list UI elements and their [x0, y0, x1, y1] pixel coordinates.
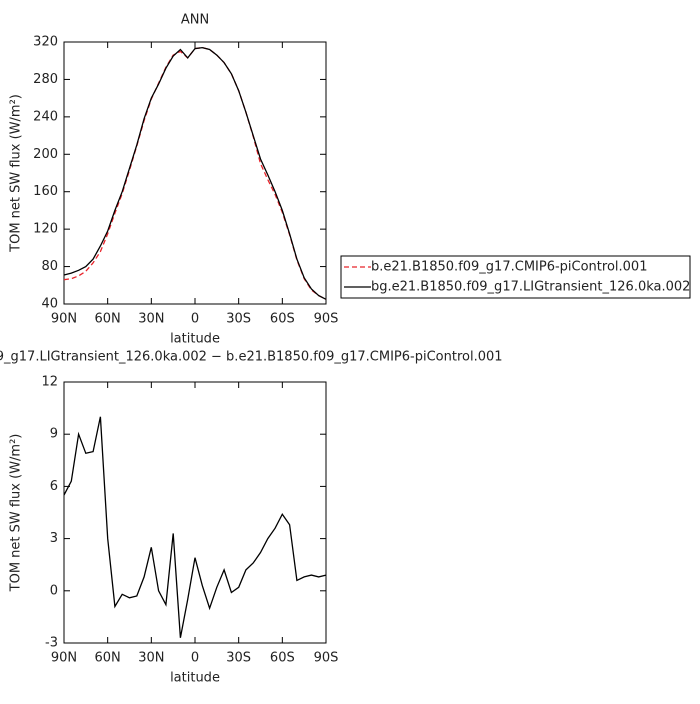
y-axis-label: TOM net SW flux (W/m²) [9, 434, 24, 593]
x-tick-label: 60N [95, 651, 121, 666]
y-tick-label: 160 [33, 184, 58, 199]
x-tick-label: 30N [138, 312, 164, 327]
data-line [63, 416, 327, 638]
y-tick-label: 12 [41, 375, 58, 390]
y-tick-label: 3 [50, 531, 58, 546]
x-tick-label: 30S [226, 651, 251, 666]
x-tick-label: 90S [314, 312, 339, 327]
y-tick-label: 120 [33, 222, 58, 237]
plot-frame [63, 41, 327, 305]
y-tick-label: 9 [50, 427, 58, 442]
y-tick-label: 320 [33, 35, 58, 50]
plot-frame [63, 381, 327, 644]
x-axis-label: latitude [170, 332, 220, 347]
y-tick-label: 240 [33, 109, 58, 124]
legend-label: b.e21.B1850.f09_g17.CMIP6-piControl.001 [371, 260, 647, 275]
y-tick-label: 6 [50, 479, 58, 494]
x-tick-label: 60S [270, 312, 295, 327]
x-tick-label: 90N [51, 312, 77, 327]
y-tick-label: -3 [45, 636, 58, 651]
y-tick-label: 0 [50, 583, 58, 598]
x-tick-label: 60N [95, 312, 121, 327]
y-axis-label: TOM net SW flux (W/m²) [9, 94, 24, 253]
x-axis-label: latitude [170, 671, 220, 686]
y-tick-label: 40 [41, 297, 58, 312]
legend-box [340, 255, 691, 299]
chart-title: ANN [181, 13, 209, 28]
data-line [63, 46, 327, 300]
data-line [63, 46, 327, 300]
x-tick-label: 90N [51, 651, 77, 666]
x-tick-label: 30S [226, 312, 251, 327]
x-tick-label: 90S [314, 651, 339, 666]
x-tick-label: 0 [191, 651, 199, 666]
y-tick-label: 200 [33, 147, 58, 162]
x-tick-label: 30N [138, 651, 164, 666]
legend-label: bg.e21.B1850.f09_g17.LIGtransient_126.0k… [371, 280, 690, 295]
y-tick-label: 280 [33, 72, 58, 87]
x-tick-label: 60S [270, 651, 295, 666]
chart-title: bg.e21.B1850.f09_g17.LIGtransient_126.0k… [0, 350, 503, 365]
x-tick-label: 0 [191, 312, 199, 327]
y-tick-label: 80 [41, 259, 58, 274]
